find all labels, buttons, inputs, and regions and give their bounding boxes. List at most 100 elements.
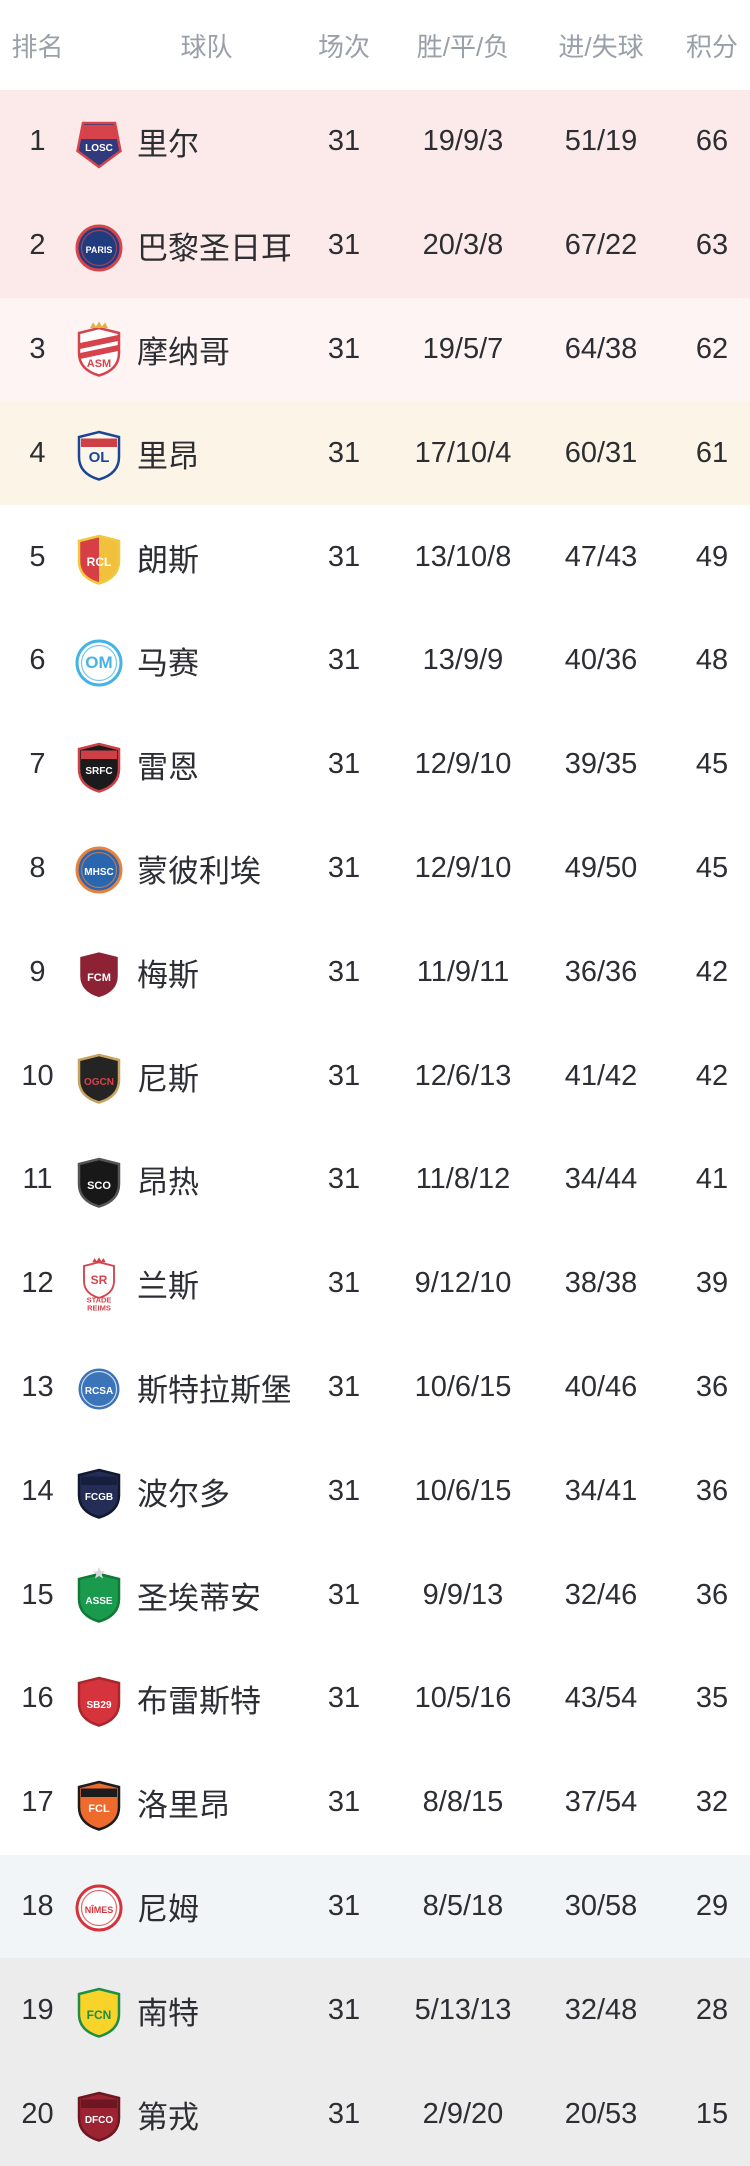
table-row[interactable]: 14 FCGB 波尔多 31 10/6/15 34/41 36 — [0, 1439, 750, 1544]
svg-text:RCSA: RCSA — [85, 1386, 113, 1397]
team-name: 昂热 — [137, 1165, 199, 1201]
table-row[interactable]: 8 MHSC 蒙彼利埃 31 12/9/10 49/50 45 — [0, 816, 750, 921]
rank: 19 — [21, 1993, 54, 2026]
matches-played: 31 — [327, 125, 361, 158]
table-row[interactable]: 7 SRFC 雷恩 31 12/9/10 39/35 45 — [0, 712, 750, 817]
team-name: 南特 — [137, 1995, 199, 2031]
points: 62 — [695, 332, 729, 365]
matches-played: 31 — [327, 644, 361, 677]
win-draw-loss: 13/9/9 — [422, 644, 504, 677]
rank: 10 — [21, 1059, 54, 1092]
table-row[interactable]: 6 OM 马赛 31 13/9/9 40/36 48 — [0, 608, 750, 713]
table-row[interactable]: 19 FCN 南特 31 5/13/13 32/48 28 — [0, 1958, 750, 2063]
points: 15 — [695, 2097, 729, 2130]
team-name: 马赛 — [137, 646, 199, 682]
win-draw-loss: 12/6/13 — [414, 1059, 512, 1092]
matches-played: 31 — [327, 1474, 361, 1507]
matches-played: 31 — [327, 851, 361, 884]
psg-crest: PARIS — [75, 218, 123, 274]
matches-played: 31 — [327, 436, 361, 469]
svg-text:FCN: FCN — [87, 2008, 112, 2022]
rank: 11 — [22, 1163, 53, 1196]
goals-for-against: 34/44 — [564, 1163, 638, 1196]
header-rank: 排名 — [11, 31, 64, 62]
table-row[interactable]: 12 SR STADE REIMS 兰斯 31 9/12/10 38/38 39 — [0, 1231, 750, 1336]
points: 49 — [695, 540, 729, 573]
table-row[interactable]: 16 SB29 布雷斯特 31 10/5/16 43/54 35 — [0, 1646, 750, 1751]
svg-text:FCM: FCM — [87, 972, 111, 984]
table-row[interactable]: 13 RCSA 斯特拉斯堡 31 10/6/15 40/46 36 — [0, 1335, 750, 1440]
matches-played: 31 — [327, 1786, 361, 1819]
points: 39 — [695, 1267, 729, 1300]
svg-text:FCGB: FCGB — [85, 1492, 113, 1503]
team-name: 里昂 — [137, 438, 199, 474]
table-row[interactable]: 20 DFCO 第戎 31 2/9/20 20/53 15 — [0, 2062, 750, 2166]
svg-text:NÎMES: NÎMES — [85, 1904, 114, 1915]
rank: 5 — [29, 540, 46, 573]
svg-text:SRFC: SRFC — [85, 766, 112, 777]
table-row[interactable]: 2 PARIS 巴黎圣日耳曼 31 20/3/8 67/22 63 — [0, 193, 750, 298]
table-row[interactable]: 3 ASM 摩纳哥 31 19/5/7 64/38 62 — [0, 297, 750, 402]
points: 32 — [695, 1786, 729, 1819]
table-row[interactable]: 15 ASSE 圣埃蒂安 31 9/9/13 32/46 36 — [0, 1543, 750, 1647]
matches-played: 31 — [327, 1682, 361, 1715]
team-name: 巴黎圣日耳曼 — [137, 231, 290, 267]
header-record: 胜/平/负 — [416, 31, 510, 62]
team-name: 尼斯 — [137, 1061, 199, 1097]
svg-text:ASSE: ASSE — [85, 1596, 113, 1607]
win-draw-loss: 13/10/8 — [414, 540, 512, 573]
win-draw-loss: 12/9/10 — [414, 748, 512, 781]
svg-text:SB29: SB29 — [86, 1700, 111, 1711]
win-draw-loss: 11/8/12 — [415, 1163, 511, 1196]
win-draw-loss: 8/8/15 — [422, 1786, 504, 1819]
matches-played: 31 — [327, 1370, 361, 1403]
goals-for-against: 20/53 — [564, 2097, 638, 2130]
svg-text:OGCN: OGCN — [84, 1077, 114, 1088]
svg-text:REIMS: REIMS — [87, 1303, 111, 1312]
goals-for-against: 49/50 — [564, 851, 638, 884]
table-row[interactable]: 5 RCL 朗斯 31 13/10/8 47/43 49 — [0, 505, 750, 609]
points: 36 — [695, 1578, 729, 1611]
team-name: 蒙彼利埃 — [137, 853, 261, 889]
brest-crest: SB29 — [75, 1671, 123, 1727]
matches-played: 31 — [327, 1993, 361, 2026]
table-row[interactable]: 11 SCO 昂热 31 11/8/12 34/44 41 — [0, 1127, 750, 1232]
table-row[interactable]: 9 FCM 梅斯 31 11/9/11 36/36 42 — [0, 920, 750, 1025]
svg-text:ASM: ASM — [87, 358, 111, 370]
strasbourg-crest: RCSA — [75, 1359, 123, 1415]
lille-crest: LOSC — [75, 114, 123, 170]
win-draw-loss: 10/6/15 — [414, 1370, 512, 1403]
rank: 12 — [21, 1267, 54, 1300]
goals-for-against: 37/54 — [564, 1786, 638, 1819]
nimes-crest: NÎMES — [75, 1878, 123, 1934]
win-draw-loss: 10/5/16 — [414, 1682, 512, 1715]
rank: 2 — [29, 229, 46, 262]
svg-text:STADE: STADE — [87, 1295, 112, 1304]
matches-played: 31 — [327, 540, 361, 573]
rank: 17 — [21, 1786, 54, 1819]
win-draw-loss: 10/6/15 — [414, 1474, 512, 1507]
table-row[interactable]: 17 FCL 洛里昂 31 8/8/15 37/54 32 — [0, 1750, 750, 1855]
matches-played: 31 — [327, 1059, 361, 1092]
svg-text:PARIS: PARIS — [86, 245, 113, 255]
points: 61 — [695, 436, 729, 469]
table-row[interactable]: 18 NÎMES 尼姆 31 8/5/18 30/58 29 — [0, 1854, 750, 1959]
team-name: 梅斯 — [137, 957, 199, 993]
lorient-crest: FCL — [75, 1775, 123, 1831]
win-draw-loss: 12/9/10 — [414, 851, 512, 884]
points: 42 — [695, 955, 729, 988]
table-row[interactable]: 1 LOSC 里尔 31 19/9/3 51/19 66 — [0, 90, 750, 194]
team-name: 波尔多 — [137, 1476, 230, 1512]
reims-crest: SR STADE REIMS — [75, 1256, 123, 1312]
goals-for-against: 47/43 — [564, 540, 638, 573]
svg-text:OL: OL — [89, 449, 110, 466]
goals-for-against: 38/38 — [564, 1267, 638, 1300]
nice-crest: OGCN — [75, 1048, 123, 1104]
points: 66 — [695, 125, 729, 158]
table-row[interactable]: 4 OL 里昂 31 17/10/4 60/31 61 — [0, 401, 750, 506]
matches-played: 31 — [327, 1163, 361, 1196]
rank: 14 — [21, 1474, 54, 1507]
metz-crest: FCM — [75, 944, 123, 1001]
rank: 6 — [29, 644, 46, 677]
table-row[interactable]: 10 OGCN 尼斯 31 12/6/13 41/42 42 — [0, 1024, 750, 1128]
